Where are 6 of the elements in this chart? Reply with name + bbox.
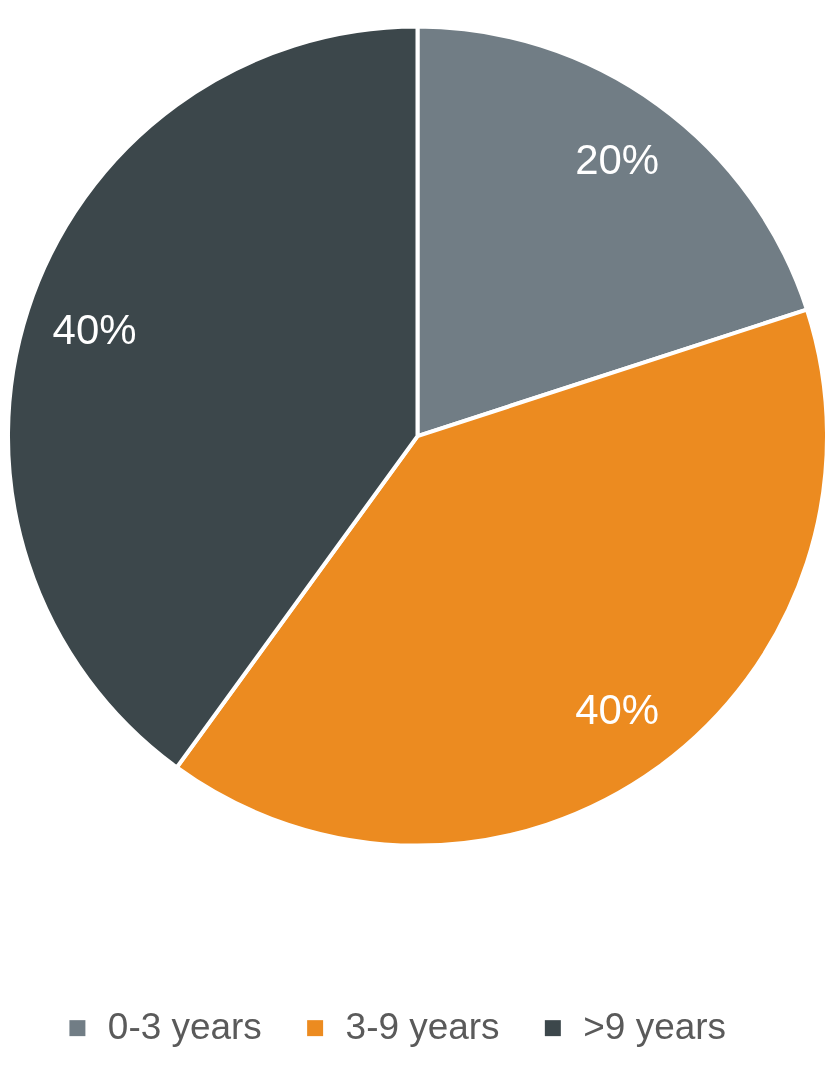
data-label: 40% <box>575 685 660 733</box>
data-label: 20% <box>575 136 660 184</box>
legend-label: 3-9 years <box>345 1006 500 1048</box>
legend-label: 0-3 years <box>107 1006 262 1048</box>
legend-label: >9 years <box>583 1006 726 1048</box>
data-label: 40% <box>52 306 137 354</box>
